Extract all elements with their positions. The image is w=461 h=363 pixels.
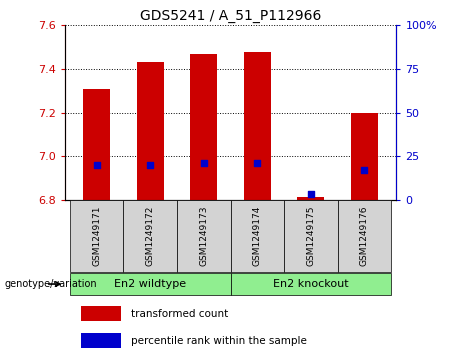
Bar	[351, 113, 378, 200]
FancyBboxPatch shape	[70, 273, 230, 295]
Bar	[137, 62, 164, 200]
Point	[361, 167, 368, 173]
Bar	[190, 54, 217, 200]
Point	[307, 192, 314, 197]
Title: GDS5241 / A_51_P112966: GDS5241 / A_51_P112966	[140, 9, 321, 23]
Text: GSM1249174: GSM1249174	[253, 206, 262, 266]
Point	[254, 160, 261, 166]
FancyBboxPatch shape	[337, 200, 391, 272]
Text: transformed count: transformed count	[131, 309, 228, 319]
Text: GSM1249176: GSM1249176	[360, 206, 369, 266]
FancyBboxPatch shape	[230, 200, 284, 272]
Text: En2 knockout: En2 knockout	[273, 279, 349, 289]
Point	[200, 160, 207, 166]
Point	[93, 162, 100, 168]
Text: GSM1249173: GSM1249173	[199, 206, 208, 266]
Bar	[81, 306, 121, 321]
Point	[147, 162, 154, 168]
Text: GSM1249172: GSM1249172	[146, 206, 155, 266]
Text: GSM1249175: GSM1249175	[306, 206, 315, 266]
Text: percentile rank within the sample: percentile rank within the sample	[131, 336, 307, 346]
Text: En2 wildtype: En2 wildtype	[114, 279, 186, 289]
Bar	[83, 89, 110, 200]
Bar	[297, 197, 324, 200]
Bar	[244, 52, 271, 200]
FancyBboxPatch shape	[124, 200, 177, 272]
FancyBboxPatch shape	[230, 273, 391, 295]
Text: genotype/variation: genotype/variation	[5, 279, 97, 289]
FancyBboxPatch shape	[70, 200, 124, 272]
FancyBboxPatch shape	[284, 200, 337, 272]
Bar	[81, 333, 121, 348]
FancyBboxPatch shape	[177, 200, 230, 272]
Text: GSM1249171: GSM1249171	[92, 206, 101, 266]
